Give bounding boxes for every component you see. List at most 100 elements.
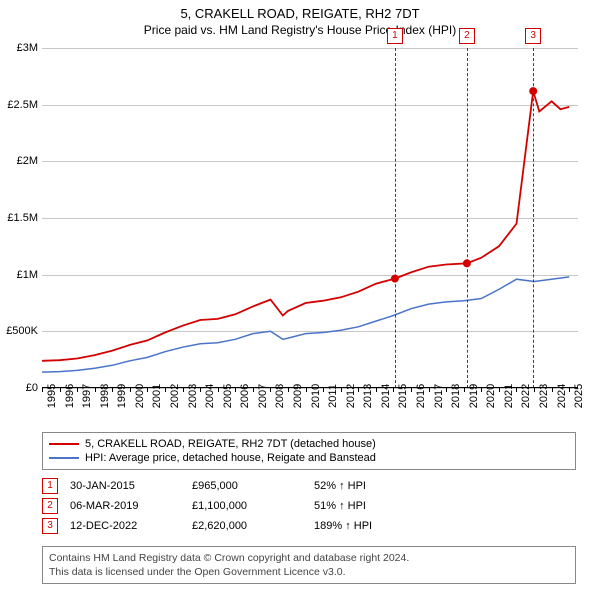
y-tick-label: £3M <box>4 42 38 54</box>
x-tick <box>77 387 78 392</box>
footer-line-1: Contains HM Land Registry data © Crown c… <box>49 551 569 565</box>
x-tick <box>393 387 394 392</box>
sale-price: £965,000 <box>192 480 302 492</box>
sale-date: 30-JAN-2015 <box>70 480 180 492</box>
x-tick-label: 2003 <box>187 384 199 408</box>
sales-table: 1 30-JAN-2015 £965,000 52% ↑ HPI 2 06-MA… <box>42 476 562 536</box>
x-tick-label: 2004 <box>204 384 216 408</box>
x-tick <box>183 387 184 392</box>
sale-price: £1,100,000 <box>192 500 302 512</box>
x-tick <box>446 387 447 392</box>
x-tick <box>270 387 271 392</box>
x-tick <box>147 387 148 392</box>
x-tick-label: 2013 <box>362 384 374 408</box>
x-tick <box>499 387 500 392</box>
x-tick-label: 2017 <box>433 384 445 408</box>
x-tick <box>165 387 166 392</box>
footer-line-2: This data is licensed under the Open Gov… <box>49 565 569 579</box>
sale-price: £2,620,000 <box>192 520 302 532</box>
line-plot <box>42 48 578 388</box>
x-tick <box>534 387 535 392</box>
x-tick-label: 1995 <box>46 384 58 408</box>
x-tick-label: 2001 <box>151 384 163 408</box>
sale-vs-hpi: 51% ↑ HPI <box>314 500 562 512</box>
sale-marker-line <box>467 48 468 388</box>
legend-label-property: 5, CRAKELL ROAD, REIGATE, RH2 7DT (detac… <box>85 438 376 450</box>
x-tick <box>411 387 412 392</box>
x-tick-label: 1998 <box>99 384 111 408</box>
x-tick-label: 2024 <box>556 384 568 408</box>
x-tick <box>200 387 201 392</box>
series-line-property <box>42 91 569 361</box>
sale-badge-3: 3 <box>42 518 58 534</box>
x-tick-label: 2014 <box>380 384 392 408</box>
x-tick <box>358 387 359 392</box>
legend-label-hpi: HPI: Average price, detached house, Reig… <box>85 452 376 464</box>
sale-vs-hpi: 52% ↑ HPI <box>314 480 562 492</box>
x-tick-label: 2008 <box>274 384 286 408</box>
sale-vs-hpi: 189% ↑ HPI <box>314 520 562 532</box>
chart-subtitle: Price paid vs. HM Land Registry's House … <box>0 21 600 37</box>
x-axis-labels: 1995199619971998199920002001200220032004… <box>42 392 578 432</box>
x-tick <box>235 387 236 392</box>
x-tick-label: 2000 <box>134 384 146 408</box>
x-tick-label: 2011 <box>327 384 339 408</box>
x-tick-label: 2016 <box>415 384 427 408</box>
x-tick <box>60 387 61 392</box>
x-tick-label: 2010 <box>310 384 322 408</box>
x-tick-label: 2022 <box>520 384 532 408</box>
sale-date: 06-MAR-2019 <box>70 500 180 512</box>
sale-date: 12-DEC-2022 <box>70 520 180 532</box>
x-tick <box>112 387 113 392</box>
sale-marker-badge: 3 <box>525 28 541 44</box>
x-tick <box>341 387 342 392</box>
series-line-hpi <box>42 277 569 372</box>
x-tick-label: 2002 <box>169 384 181 408</box>
chart-title: 5, CRAKELL ROAD, REIGATE, RH2 7DT <box>0 0 600 21</box>
x-tick-label: 2023 <box>538 384 550 408</box>
legend-item-hpi: HPI: Average price, detached house, Reig… <box>49 451 569 465</box>
y-tick-label: £500K <box>4 325 38 337</box>
x-tick-label: 2006 <box>239 384 251 408</box>
y-tick-label: £2M <box>4 155 38 167</box>
x-tick-label: 2009 <box>292 384 304 408</box>
attribution-footer: Contains HM Land Registry data © Crown c… <box>42 546 576 584</box>
x-tick-label: 1999 <box>116 384 128 408</box>
x-tick-label: 2021 <box>503 384 515 408</box>
x-tick-label: 2018 <box>450 384 462 408</box>
x-tick <box>95 387 96 392</box>
legend-item-property: 5, CRAKELL ROAD, REIGATE, RH2 7DT (detac… <box>49 437 569 451</box>
table-row: 2 06-MAR-2019 £1,100,000 51% ↑ HPI <box>42 496 562 516</box>
x-tick-label: 2019 <box>468 384 480 408</box>
x-tick-label: 2020 <box>485 384 497 408</box>
x-tick <box>306 387 307 392</box>
x-tick <box>323 387 324 392</box>
y-tick-label: £0 <box>4 382 38 394</box>
sale-marker-line <box>395 48 396 388</box>
y-tick-label: £1.5M <box>4 212 38 224</box>
x-tick <box>376 387 377 392</box>
legend-swatch-property <box>49 443 79 445</box>
table-row: 1 30-JAN-2015 £965,000 52% ↑ HPI <box>42 476 562 496</box>
plot-area: £0£500K£1M£1.5M£2M£2.5M£3M 123 <box>42 48 578 388</box>
x-tick <box>253 387 254 392</box>
sale-badge-1: 1 <box>42 478 58 494</box>
x-tick-label: 2015 <box>397 384 409 408</box>
x-tick-label: 1996 <box>64 384 76 408</box>
sale-marker-badge: 2 <box>459 28 475 44</box>
sale-marker-badge: 1 <box>387 28 403 44</box>
x-tick-label: 2007 <box>257 384 269 408</box>
x-tick <box>569 387 570 392</box>
table-row: 3 12-DEC-2022 £2,620,000 189% ↑ HPI <box>42 516 562 536</box>
x-tick-label: 2025 <box>573 384 585 408</box>
legend: 5, CRAKELL ROAD, REIGATE, RH2 7DT (detac… <box>42 432 576 470</box>
x-tick-label: 1997 <box>81 384 93 408</box>
x-tick <box>288 387 289 392</box>
x-tick <box>516 387 517 392</box>
sale-badge-2: 2 <box>42 498 58 514</box>
x-tick <box>42 387 43 392</box>
x-tick <box>429 387 430 392</box>
chart-container: 5, CRAKELL ROAD, REIGATE, RH2 7DT Price … <box>0 0 600 590</box>
x-tick-label: 2012 <box>345 384 357 408</box>
legend-swatch-hpi <box>49 457 79 459</box>
